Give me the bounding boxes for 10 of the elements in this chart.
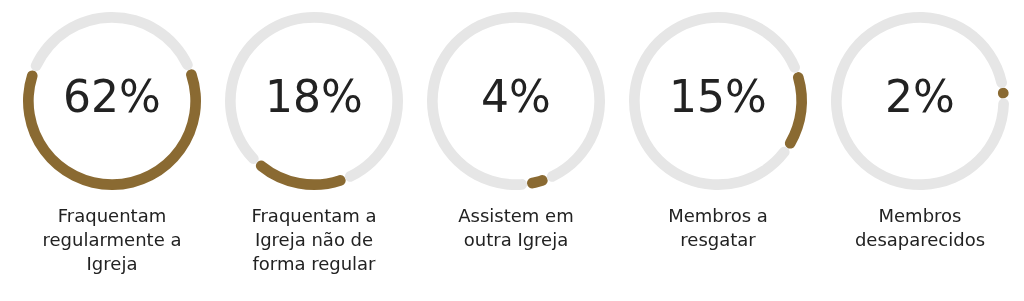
text: Membros a resgatar xyxy=(667,204,769,252)
text: 2% xyxy=(885,71,955,123)
text: Assistem em outra Igreja xyxy=(457,204,575,252)
text: 15% xyxy=(669,71,767,123)
text: Fraquentam regularmente a Igreja xyxy=(41,204,183,276)
text: Membros desaparecidos xyxy=(853,204,987,252)
text: 62% xyxy=(63,71,161,123)
text: 4% xyxy=(481,71,551,123)
text: 18% xyxy=(265,71,363,123)
text: Fraquentam a Igreja não de forma regular xyxy=(250,204,378,276)
